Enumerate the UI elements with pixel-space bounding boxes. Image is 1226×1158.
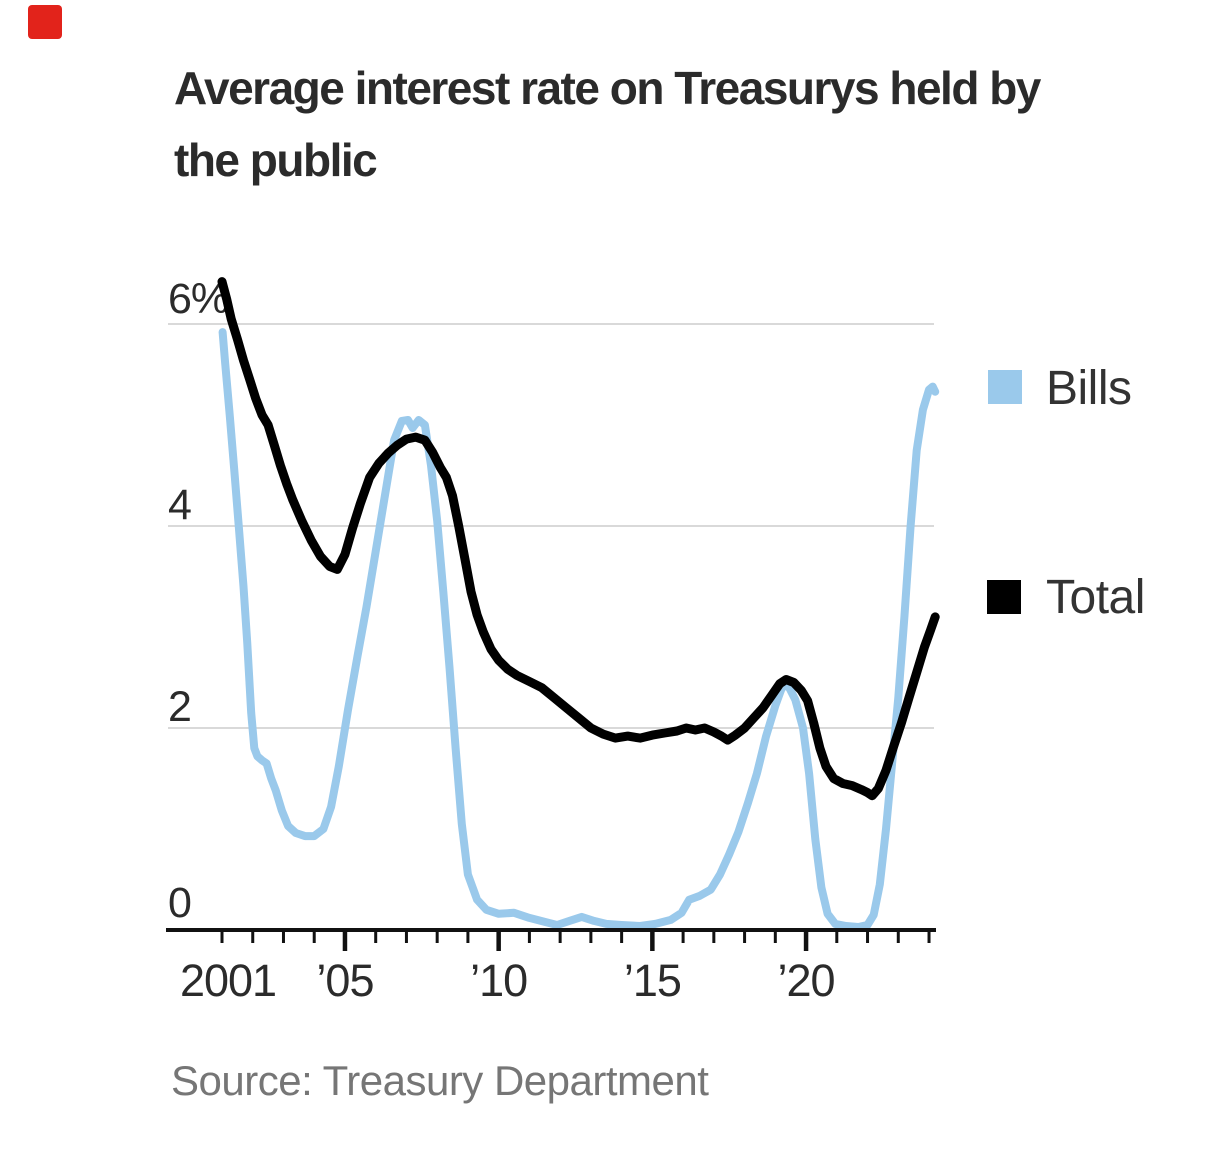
bills-legend-label: Bills: [1046, 362, 1132, 415]
source-note: Source: Treasury Department: [171, 1057, 709, 1104]
y-tick-label-4: 4: [168, 481, 191, 529]
series-lines: [217, 277, 940, 931]
x-tick-label-10: ’10: [470, 955, 527, 1006]
y-tick-label-0: 0: [168, 879, 191, 927]
chart-title-line1: Average interest rate on Treasurys held …: [174, 62, 1041, 114]
x-tick-label-20: ’20: [778, 955, 835, 1006]
x-tick-label-05: ’05: [316, 955, 373, 1006]
y-axis-labels: 6% 4 2 0: [168, 275, 229, 927]
bills-legend-swatch-icon: [988, 370, 1022, 404]
total-legend-swatch-icon: [987, 580, 1021, 614]
x-axis-labels: 2001 ’05 ’10 ’15 ’20: [180, 955, 836, 1006]
gridlines: [168, 323, 934, 729]
x-tick-label-2001: 2001: [180, 955, 276, 1006]
x-axis-ticks: [220, 930, 931, 951]
y-tick-label-2: 2: [168, 683, 191, 731]
total-legend-label: Total: [1046, 571, 1145, 624]
red-square-marker: [28, 5, 62, 39]
chart-title-line2: the public: [174, 134, 378, 186]
bills-line: [218, 328, 940, 931]
total-line: [217, 277, 940, 801]
legend: Bills Total: [987, 362, 1145, 624]
x-tick-label-15: ’15: [624, 955, 681, 1006]
chart-title: Average interest rate on Treasurys held …: [174, 52, 1041, 196]
